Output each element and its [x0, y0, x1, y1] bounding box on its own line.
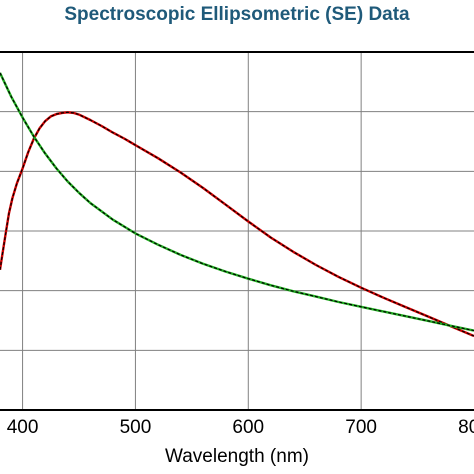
grid — [0, 52, 474, 410]
x-tick-label-600: 600 — [232, 417, 264, 438]
plot-series — [0, 72, 474, 338]
series-line-2-fit — [0, 72, 474, 332]
x-tick-label-800: 800 — [458, 417, 474, 438]
x-tick-labels: 400 500 600 700 800 — [7, 417, 474, 438]
chart-title: Spectroscopic Ellipsometric (SE) Data — [64, 4, 410, 25]
x-tick-label-500: 500 — [120, 417, 152, 438]
x-tick-label-400: 400 — [7, 417, 39, 438]
series-line-1 — [0, 111, 474, 338]
series-line-1-fit — [0, 111, 474, 337]
plot-border — [0, 51, 474, 411]
plot-frame — [0, 51, 474, 411]
x-tick-label-700: 700 — [345, 417, 377, 438]
x-axis-label: Wavelength (nm) — [165, 446, 309, 467]
